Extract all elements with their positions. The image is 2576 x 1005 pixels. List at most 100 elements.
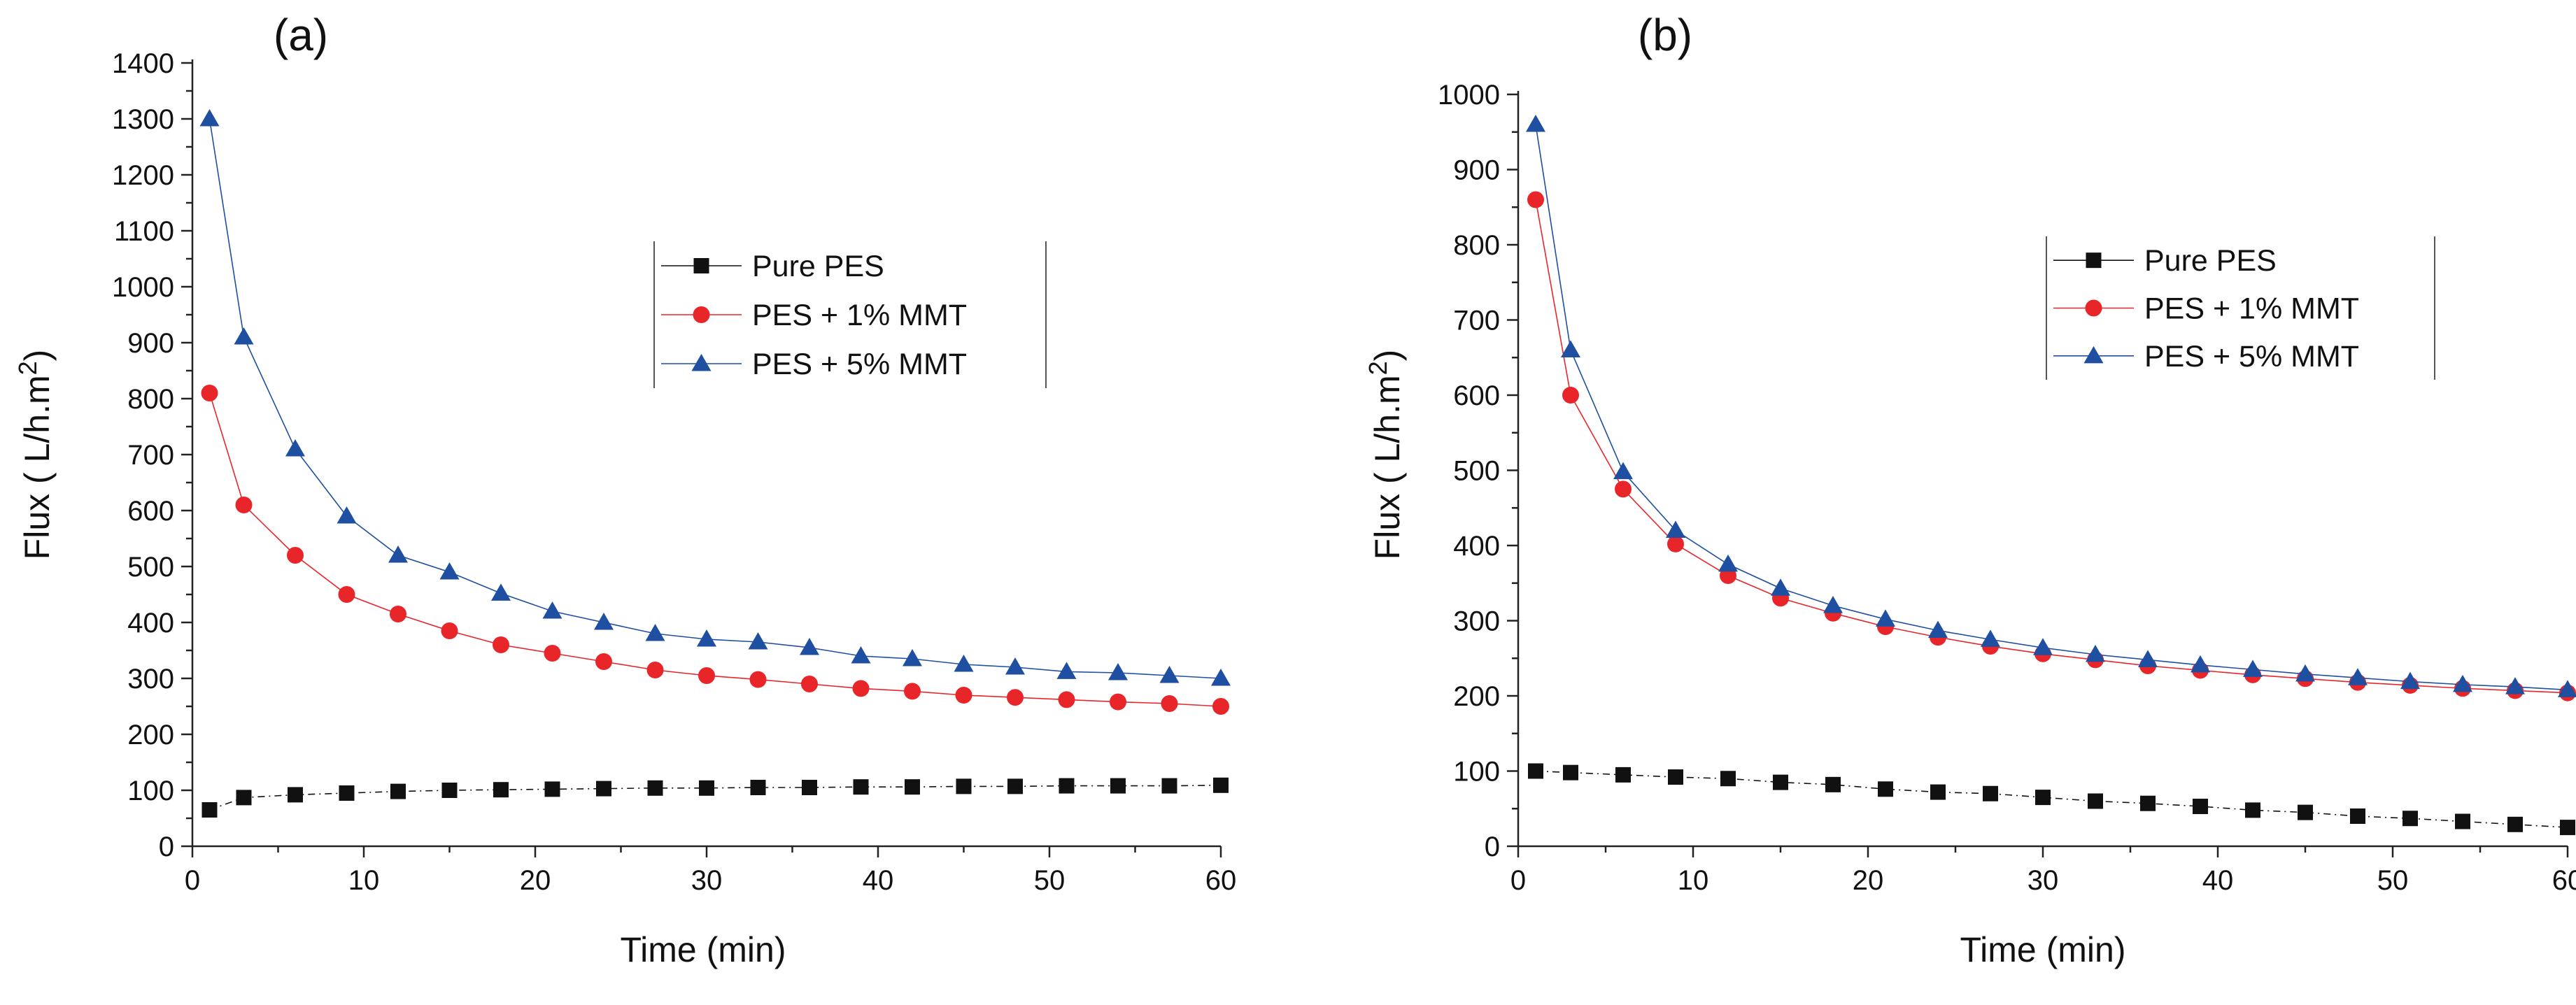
data-point [2298,804,2313,820]
series-line [1535,124,2568,691]
data-point [1878,781,1893,797]
data-point [1161,778,1177,794]
data-point [699,780,714,796]
y-tick-label: 800 [1453,230,1500,261]
data-point [1110,693,1126,711]
data-point [851,646,871,664]
data-point [1930,784,1946,800]
data-point [1666,520,1685,538]
series-pure-pes [201,777,1229,818]
legend-marker [2083,345,2104,364]
data-point [748,632,768,650]
legend-label: PES + 1% MMT [752,299,967,332]
x-axis-title: Time (min) [620,930,786,969]
series-pes-5-mmt [199,109,1231,686]
data-point [1563,764,1578,781]
data-point [235,497,253,513]
y-axis-title-main: Flux ( L/h.m [17,375,57,559]
x-tick-label: 0 [1510,865,1526,896]
data-point [2140,795,2156,811]
panel-label: (b) [1638,10,1692,60]
data-point [904,683,921,700]
data-point [1110,778,1126,794]
data-point [1983,785,1998,801]
x-tick-label: 40 [863,865,894,896]
data-point [1213,777,1229,793]
data-point [2402,811,2418,827]
data-point [2560,820,2575,836]
data-point [2243,660,2263,677]
y-tick-label: 1000 [1438,80,1500,111]
data-point [2295,664,2315,682]
y-tick-label: 1000 [112,272,174,303]
y-tick-label: 600 [127,496,174,527]
data-point [1526,115,1545,132]
data-point [441,783,458,798]
data-point [2348,668,2368,685]
data-point [1212,698,1229,715]
data-point [596,781,611,797]
data-point [1159,666,1180,683]
y-tick-label: 600 [1453,380,1500,411]
data-point [905,779,920,795]
data-point [1211,669,1231,686]
x-axis-title: Time (min) [1960,930,2125,969]
legend-label: PES + 1% MMT [2144,292,2359,326]
data-point [2193,799,2208,815]
data-point [646,662,664,678]
data-point [903,649,922,667]
data-point [2035,790,2051,806]
data-point [285,439,305,457]
data-point [390,606,406,622]
data-point [287,547,304,564]
x-tick-label: 0 [185,865,200,896]
data-point [1108,663,1128,680]
x-tick-label: 10 [1678,865,1709,896]
y-tick-label: 100 [127,776,174,806]
x-tick-label: 50 [2377,865,2409,896]
chart-panel-b: 0 10 20 30 40 50 60010020030040050060070080090… [1364,10,2576,969]
data-point [2455,813,2470,829]
data-point [493,782,509,798]
legend-marker [693,258,709,273]
data-point [201,802,218,818]
data-point [645,624,665,641]
data-point [697,629,716,647]
y-tick-label: 700 [1453,306,1500,336]
data-point [1668,769,1683,785]
data-point [2507,816,2523,832]
data-point [2086,644,2105,662]
x-tick-label: 30 [691,865,723,896]
chart-panel-a: 0 10 20 30 40 50 60010020030040050060070080090… [13,10,1236,969]
data-point [800,638,819,655]
data-point [852,680,870,697]
legend: Pure PES PES + 1% MMT PES + 5% MMT [2046,236,2435,380]
y-tick-label: 500 [1453,456,1500,487]
data-point [647,780,663,796]
data-point [954,655,974,672]
data-point [439,562,460,580]
data-point [339,785,355,801]
legend-label: PES + 5% MMT [752,348,967,381]
series-pes-5-mmt [1526,115,2576,697]
data-point [1007,778,1023,794]
data-point [1058,691,1075,708]
y-tick-label: 400 [127,608,174,639]
data-point [2453,674,2472,692]
data-point [390,783,406,799]
y-tick-label: 900 [1453,155,1500,186]
y-tick-label: 1200 [112,160,174,191]
data-point [337,506,357,524]
data-point [2033,638,2053,655]
x-tick-label: 50 [1034,865,1066,896]
data-point [698,667,715,684]
data-point [1005,657,1025,675]
legend-label: PES + 5% MMT [2144,340,2359,373]
x-tick-label: 20 [1853,865,1884,896]
data-point [853,779,869,795]
data-point [1613,462,1633,480]
data-point [2088,793,2103,809]
data-point [236,790,252,806]
x-tick-label: 60 [1205,865,1237,896]
